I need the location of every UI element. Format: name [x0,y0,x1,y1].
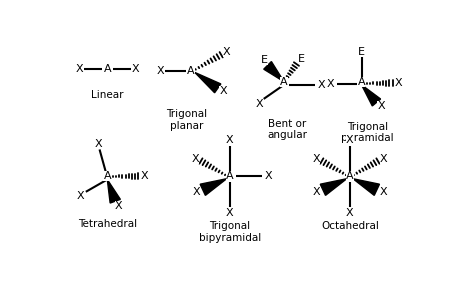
Text: X: X [264,171,272,181]
Text: X: X [313,187,320,197]
Text: X: X [226,135,234,145]
Text: X: X [191,154,200,164]
Text: X: X [395,78,402,88]
Text: X: X [141,171,148,181]
Text: X: X [380,154,387,164]
Text: X: X [131,64,139,74]
Text: A: A [226,171,234,181]
Text: Linear: Linear [91,90,124,100]
Text: X: X [318,80,325,90]
Text: X: X [115,201,122,211]
Text: X: X [193,187,201,197]
Text: A: A [280,77,288,87]
Text: E: E [261,55,268,65]
Text: X: X [327,79,334,89]
Text: X: X [312,154,320,164]
Text: Bent or
angular: Bent or angular [267,119,307,140]
Text: A: A [187,66,195,76]
Text: E: E [298,54,305,64]
Polygon shape [320,179,347,195]
Text: X: X [377,101,385,111]
Text: E: E [358,48,365,57]
Text: X: X [346,208,354,218]
Text: A: A [103,171,111,181]
Text: Trigonal
bipyramidal: Trigonal bipyramidal [199,221,261,243]
Text: Tetrahedral: Tetrahedral [78,219,137,229]
Text: X: X [94,139,102,149]
Text: Trigonal
planar: Trigonal planar [166,110,208,131]
Text: A: A [103,64,111,74]
Text: X: X [77,191,84,201]
Polygon shape [107,179,120,203]
Text: A: A [358,77,365,87]
Text: X: X [379,187,387,197]
Polygon shape [353,179,380,195]
Text: X: X [75,64,83,74]
Text: Trigonal
pyramidal: Trigonal pyramidal [341,122,394,143]
Text: X: X [223,47,230,57]
Polygon shape [200,179,227,195]
Text: X: X [346,135,354,145]
Polygon shape [362,85,381,106]
Polygon shape [264,62,284,82]
Text: A: A [346,171,354,181]
Text: Octahedral: Octahedral [321,221,379,231]
Text: X: X [219,86,227,97]
Text: X: X [226,208,234,218]
Text: X: X [156,66,164,76]
Text: X: X [255,98,263,109]
Polygon shape [195,72,221,93]
